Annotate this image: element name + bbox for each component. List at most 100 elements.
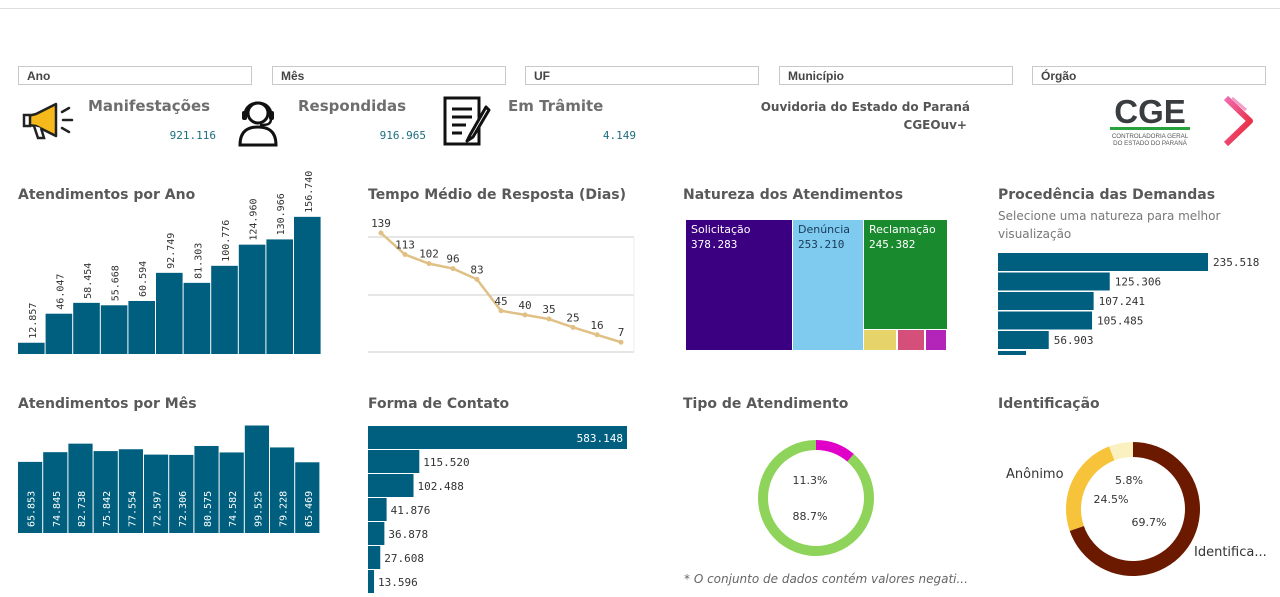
bar-label-mes: 72.597 [153, 491, 164, 527]
bar-procedencia[interactable] [998, 331, 1049, 349]
tempo-point[interactable] [402, 252, 408, 258]
donut-slice-identificacao[interactable] [1066, 446, 1115, 531]
filter-orgao[interactable]: Órgão [1032, 66, 1266, 85]
tempo-point[interactable] [474, 276, 480, 282]
filter-uf[interactable]: UF [525, 66, 759, 85]
treemap-cell[interactable] [864, 220, 947, 329]
bar-mes[interactable] [93, 451, 118, 533]
bar-forma[interactable] [368, 498, 387, 521]
filter-municipio[interactable]: Município [779, 66, 1013, 85]
bar-label-mes: 77.554 [127, 491, 138, 527]
bar-label-ano: 46.047 [55, 274, 66, 310]
bar-mes[interactable] [118, 449, 143, 533]
bar-label-forma: 27.608 [384, 552, 424, 565]
bar-ano[interactable] [183, 282, 211, 354]
tempo-label: 139 [371, 217, 391, 230]
bar-forma[interactable] [368, 450, 420, 473]
tempo-point[interactable] [618, 339, 624, 345]
treemap-cell-small[interactable] [898, 330, 924, 350]
bar-ano[interactable] [156, 272, 183, 354]
bar-label-mes: 75.842 [102, 491, 113, 527]
tempo-point[interactable] [450, 266, 456, 272]
bar-label-ano: 12.857 [28, 303, 39, 339]
chart-atendimentos-por-ano[interactable]: 12.857 46.047 58.454 55.668 60.594 92.749 81.3… [18, 171, 322, 356]
tempo-label: 25 [566, 311, 579, 324]
headset-icon [238, 101, 278, 147]
bar-ano[interactable] [45, 313, 73, 354]
bar-ano[interactable] [294, 216, 321, 354]
bar-ano[interactable] [100, 305, 128, 354]
bar-forma[interactable] [368, 546, 381, 569]
megaphone-icon [22, 102, 74, 140]
chart-natureza-treemap[interactable]: Solicitação 378.283 Denúncia 253.210 Reclama… [686, 220, 948, 351]
tempo-point[interactable] [522, 312, 528, 318]
donut-label-tipo: 88.7% [793, 510, 828, 523]
bar-procedencia[interactable] [998, 272, 1110, 291]
panel-title-tipo: Tipo de Atendimento [683, 396, 849, 412]
tempo-line[interactable] [380, 232, 622, 344]
tempo-point[interactable] [594, 332, 600, 338]
bar-label-ano: 92.749 [166, 233, 177, 269]
bar-mes[interactable] [295, 462, 320, 533]
tempo-point[interactable] [498, 308, 504, 314]
bar-label-ano: 124.960 [249, 199, 260, 241]
filter-ano[interactable]: Ano [18, 66, 252, 85]
chart-tempo-medio-resposta[interactable]: 139 113 102 96 83 45 40 35 25 16 7 [368, 217, 635, 356]
bar-mes[interactable] [18, 461, 43, 533]
donut-slice-identificacao[interactable] [1109, 442, 1133, 461]
donut-slice-tipo[interactable] [816, 440, 854, 462]
bar-label-mes: 82.738 [77, 491, 88, 527]
bar-procedencia[interactable] [998, 292, 1094, 310]
bar-mes[interactable] [144, 454, 169, 533]
bar-ano[interactable] [211, 265, 238, 354]
chart-forma-contato[interactable]: 583.148 115.520 102.488 41.876 36.878 27.608 1… [368, 424, 634, 594]
bar-mes[interactable] [194, 445, 219, 533]
tempo-label: 45 [494, 295, 507, 308]
chart-identificacao[interactable]: 5.8% 24.5%69.7% [1060, 436, 1206, 582]
bar-procedencia[interactable] [998, 311, 1093, 330]
org-code: CGEOuv+ [903, 118, 967, 132]
bar-mes[interactable] [270, 447, 295, 533]
bar-label-ano: 60.594 [138, 261, 149, 297]
bar-mes[interactable] [219, 452, 244, 533]
bar-label-forma: 36.878 [388, 528, 428, 541]
bar-label-ano: 58.454 [83, 263, 94, 299]
treemap-value: 253.210 [798, 238, 844, 251]
bar-mes[interactable] [43, 452, 68, 533]
chart-tipo-atendimento[interactable]: 11.3% 88.7% [750, 432, 882, 564]
bar-forma[interactable] [368, 570, 375, 593]
bar-forma[interactable] [368, 522, 385, 545]
bar-mes[interactable] [244, 425, 269, 533]
bar-ano[interactable] [128, 300, 155, 354]
tempo-point[interactable] [546, 316, 552, 322]
filter-mes[interactable]: Mês [272, 66, 506, 85]
bar-label-forma: 102.488 [418, 480, 464, 493]
tempo-point[interactable] [426, 261, 432, 267]
bar-procedencia[interactable] [998, 253, 1208, 271]
treemap-cell-small[interactable] [864, 330, 896, 350]
panel-title-forma: Forma de Contato [368, 396, 510, 412]
donut-slice-tipo[interactable] [758, 440, 874, 556]
bar-ano[interactable] [266, 239, 293, 354]
tempo-point[interactable] [570, 324, 576, 330]
bar-procedencia-partial[interactable] [998, 351, 1026, 355]
bar-forma[interactable] [368, 474, 414, 497]
bar-forma[interactable] [368, 426, 627, 449]
bar-label-procedencia: 105.485 [1097, 315, 1143, 328]
bar-ano[interactable] [238, 244, 266, 354]
kpi-manifestacoes-value: 921.116 [169, 129, 216, 142]
treemap-cell[interactable] [793, 220, 863, 350]
bar-ano[interactable] [73, 302, 100, 354]
bar-label-forma: 13.596 [378, 576, 418, 589]
treemap-cell[interactable] [686, 220, 792, 350]
treemap-cell-small[interactable] [926, 330, 946, 350]
chart-atendimentos-por-mes[interactable]: 65.853 74.845 82.738 75.842 77.554 72.597 72.3… [18, 420, 322, 536]
bar-mes[interactable] [68, 443, 93, 533]
bar-mes[interactable] [169, 454, 194, 533]
tempo-point[interactable] [378, 230, 384, 236]
bar-ano[interactable] [18, 342, 45, 354]
bar-label-procedencia: 56.903 [1054, 334, 1094, 347]
bar-label-mes: 80.575 [203, 491, 214, 527]
bar-label-procedencia: 107.241 [1099, 295, 1145, 308]
